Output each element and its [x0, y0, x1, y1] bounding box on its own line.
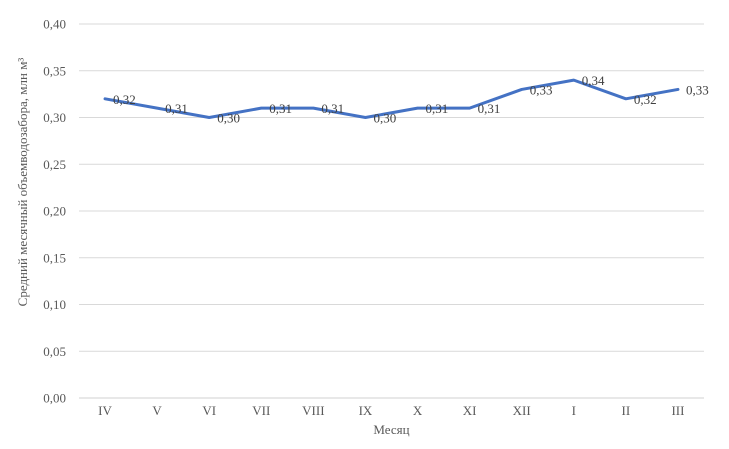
x-tick-label: VIII: [302, 403, 324, 418]
x-axis-title: Месяц: [373, 422, 409, 437]
x-tick-label: I: [572, 403, 576, 418]
data-label: 0,30: [373, 111, 396, 126]
x-tick-label: II: [622, 403, 631, 418]
y-axis-title: Средний месячный объемводозабора, млн м³: [15, 58, 30, 307]
data-label: 0,31: [165, 101, 188, 116]
data-label: 0,31: [269, 101, 292, 116]
x-tick-label: V: [152, 403, 162, 418]
y-tick-label: 0,00: [43, 391, 66, 406]
data-label: 0,31: [321, 101, 344, 116]
y-tick-label: 0,20: [43, 204, 66, 219]
x-tick-label: VI: [202, 403, 216, 418]
x-tick-label: IX: [359, 403, 373, 418]
y-tick-label: 0,30: [43, 110, 66, 125]
x-tick-label: XII: [513, 403, 531, 418]
data-label: 0,30: [217, 111, 240, 126]
y-tick-label: 0,25: [43, 157, 66, 172]
x-tick-label: VII: [252, 403, 270, 418]
data-label: 0,32: [113, 92, 136, 107]
x-tick-label: XI: [463, 403, 477, 418]
x-tick-label: III: [671, 403, 684, 418]
y-tick-label: 0,10: [43, 297, 66, 312]
y-tick-label: 0,40: [43, 17, 66, 32]
data-label: 0,31: [478, 101, 501, 116]
data-label: 0,34: [582, 73, 605, 88]
x-tick-label: X: [413, 403, 423, 418]
data-label: 0,33: [530, 82, 553, 97]
data-label: 0,32: [634, 92, 657, 107]
x-tick-label: IV: [98, 403, 112, 418]
y-tick-label: 0,35: [43, 63, 66, 78]
y-tick-label: 0,15: [43, 250, 66, 265]
data-label: 0,33: [686, 82, 709, 97]
y-tick-label: 0,05: [43, 344, 66, 359]
series-line: [103, 78, 680, 119]
data-label: 0,31: [426, 101, 449, 116]
